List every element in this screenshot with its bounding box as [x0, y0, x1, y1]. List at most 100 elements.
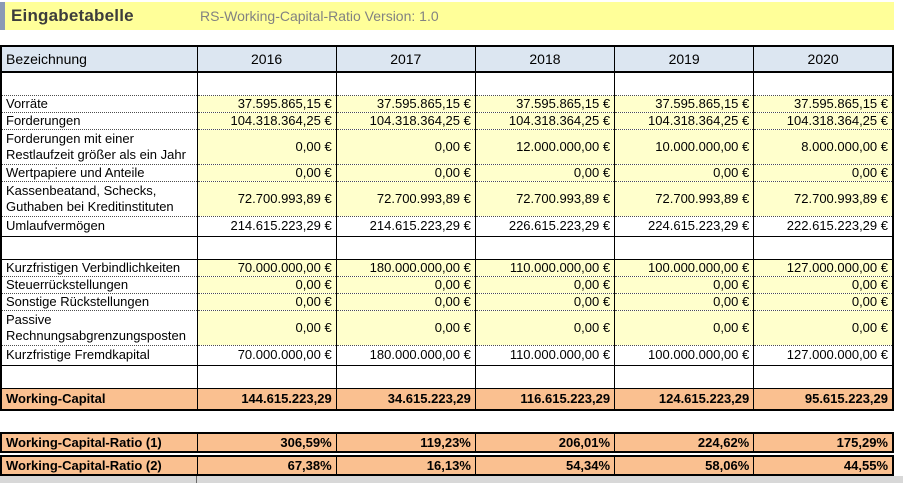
input-cell[interactable]: 0,00 € [196, 164, 337, 182]
label-column-header: Bezeichnung [1, 46, 197, 73]
empty-cell [474, 72, 615, 96]
row-label: Kassenbeatand, Schecks, Guthaben bei Kre… [1, 181, 197, 217]
input-cell[interactable]: 0,00 € [474, 164, 615, 182]
input-cell[interactable]: 104.318.364,25 € [335, 112, 476, 130]
input-cell[interactable]: 104.318.364,25 € [614, 112, 754, 130]
computed-cell: 119,23% [335, 433, 476, 452]
input-cell[interactable]: 0,00 € [335, 164, 476, 182]
input-cell[interactable]: 0,00 € [335, 293, 476, 311]
input-cell[interactable]: 12.000.000,00 € [474, 129, 615, 165]
input-cell[interactable]: 0,00 € [335, 129, 476, 165]
input-cell[interactable]: 0,00 € [474, 276, 615, 294]
computed-cell: 144.615.223,29 [196, 388, 337, 410]
computed-cell: 222.615.223,29 € [753, 216, 893, 237]
year-header-2019: 2019 [614, 46, 754, 73]
computed-cell: 224.615.223,29 € [614, 216, 754, 237]
title-accent-bar [0, 2, 5, 30]
empty-cell [196, 365, 337, 389]
table-row: Umlaufvermögen 214.615.223,29 €214.615.22… [1, 216, 893, 237]
table-row: Working-Capital-Ratio (2) 67,38% 16,13% … [1, 456, 893, 475]
table-row: Working-Capital 144.615.223,29 34.615.223,… [1, 388, 893, 410]
input-cell[interactable]: 70.000.000,00 € [196, 259, 337, 277]
computed-cell: 180.000.000,00 € [335, 345, 476, 366]
table-row: Kassenbeatand, Schecks, Guthaben bei Kre… [1, 181, 893, 217]
empty-cell [335, 236, 476, 260]
empty-cell [614, 72, 754, 96]
input-cell[interactable]: 0,00 € [196, 276, 337, 294]
computed-cell: 214.615.223,29 € [335, 216, 476, 237]
row-label [1, 365, 197, 389]
working-capital-ratio-1-table: Working-Capital-Ratio (1) 306,59% 119,23… [0, 432, 894, 453]
row-label: Working-Capital-Ratio (1) [1, 433, 197, 452]
input-cell[interactable]: 0,00 € [196, 293, 337, 311]
input-cell[interactable]: 0,00 € [335, 310, 476, 346]
input-cell[interactable]: 104.318.364,25 € [753, 112, 893, 130]
computed-cell: 127.000.000,00 € [753, 345, 893, 366]
input-cell[interactable]: 37.595.865,15 € [335, 95, 476, 113]
computed-cell: 67,38% [196, 456, 337, 475]
row-label: Working-Capital [1, 388, 197, 410]
main-table-body: Vorräte 37.595.865,15 €37.595.865,15 €37.… [1, 72, 893, 410]
table-row: Passive Rechnungsabgrenzungsposten 0,00 €… [1, 310, 893, 346]
input-cell[interactable]: 37.595.865,15 € [614, 95, 754, 113]
computed-cell: 226.615.223,29 € [474, 216, 615, 237]
input-cell[interactable]: 0,00 € [335, 276, 476, 294]
spacer-row [1, 236, 893, 260]
input-cell[interactable]: 37.595.865,15 € [474, 95, 615, 113]
computed-cell: 70.000.000,00 € [196, 345, 337, 366]
input-cell[interactable]: 110.000.000,00 € [474, 259, 615, 277]
table-row: Kurzfristigen Verbindlichkeiten 70.000.00… [1, 259, 893, 277]
input-cell[interactable]: 37.595.865,15 € [753, 95, 893, 113]
empty-cell [614, 365, 754, 389]
input-cell[interactable]: 72.700.993,89 € [474, 181, 615, 217]
row-label: Wertpapiere und Anteile [1, 164, 197, 182]
input-cell[interactable]: 180.000.000,00 € [335, 259, 476, 277]
table-row: Sonstige Rückstellungen 0,00 €0,00 €0,00 … [1, 293, 893, 311]
input-table: Bezeichnung 2016 2017 2018 2019 2020 Vor… [0, 45, 894, 411]
input-cell[interactable]: 0,00 € [753, 310, 893, 346]
input-cell[interactable]: 0,00 € [196, 310, 337, 346]
input-cell[interactable]: 127.000.000,00 € [753, 259, 893, 277]
row-label: Vorräte [1, 95, 197, 113]
column-border-remnant [196, 476, 197, 483]
input-cell[interactable]: 0,00 € [474, 310, 615, 346]
input-cell[interactable]: 104.318.364,25 € [474, 112, 615, 130]
input-cell[interactable]: 0,00 € [614, 310, 754, 346]
input-cell[interactable]: 72.700.993,89 € [614, 181, 754, 217]
empty-cell [196, 236, 337, 260]
input-cell[interactable]: 72.700.993,89 € [196, 181, 337, 217]
input-cell[interactable]: 0,00 € [753, 293, 893, 311]
input-cell[interactable]: 100.000.000,00 € [614, 259, 754, 277]
table-row: Forderungen 104.318.364,25 €104.318.364,2… [1, 112, 893, 130]
input-cell[interactable]: 72.700.993,89 € [335, 181, 476, 217]
input-cell[interactable]: 0,00 € [614, 276, 754, 294]
input-cell[interactable]: 0,00 € [753, 276, 893, 294]
empty-cell [753, 72, 893, 96]
table-row: Kurzfristige Fremdkapital 70.000.000,00 €… [1, 345, 893, 366]
input-cell[interactable]: 0,00 € [753, 164, 893, 182]
table-row: Forderungen mit einer Restlaufzeit größe… [1, 129, 893, 165]
input-cell[interactable]: 104.318.364,25 € [196, 112, 337, 130]
row-label [1, 72, 197, 96]
empty-cell [753, 365, 893, 389]
computed-cell: 16,13% [335, 456, 476, 475]
input-cell[interactable]: 10.000.000,00 € [614, 129, 754, 165]
row-label: Passive Rechnungsabgrenzungsposten [1, 310, 197, 346]
row-label: Forderungen mit einer Restlaufzeit größe… [1, 129, 197, 165]
computed-cell: 110.000.000,00 € [474, 345, 615, 366]
input-cell[interactable]: 0,00 € [614, 164, 754, 182]
input-cell[interactable]: 8.000.000,00 € [753, 129, 893, 165]
input-cell[interactable]: 0,00 € [196, 129, 337, 165]
input-cell[interactable]: 0,00 € [474, 293, 615, 311]
input-cell[interactable]: 0,00 € [614, 293, 754, 311]
row-label: Steuerrückstellungen [1, 276, 197, 294]
computed-cell: 116.615.223,29 [474, 388, 615, 410]
computed-cell: 44,55% [753, 456, 893, 475]
input-cell[interactable]: 37.595.865,15 € [196, 95, 337, 113]
empty-cell [335, 72, 476, 96]
input-cell[interactable]: 72.700.993,89 € [753, 181, 893, 217]
row-label: Kurzfristige Fremdkapital [1, 345, 197, 366]
sheet-background-strip [0, 476, 903, 483]
computed-cell: 206,01% [474, 433, 615, 452]
year-header-2018: 2018 [474, 46, 615, 73]
